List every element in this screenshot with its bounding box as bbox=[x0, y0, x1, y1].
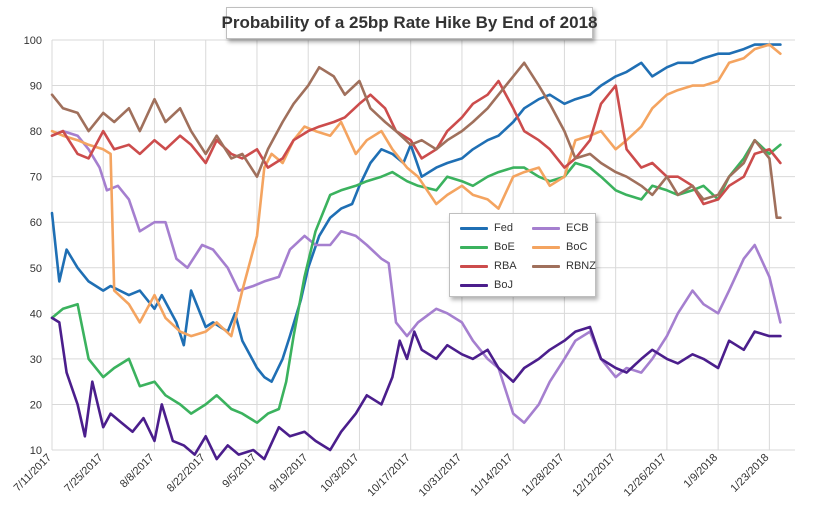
series-line-boj bbox=[50, 316, 782, 461]
x-tick-label: 10/3/2017 bbox=[318, 452, 361, 495]
y-tick-label: 40 bbox=[30, 308, 42, 320]
gridlines bbox=[51, 39, 795, 451]
x-tick-label: 10/31/2017 bbox=[417, 452, 464, 499]
y-tick-label: 80 bbox=[30, 126, 42, 138]
y-tick-label: 50 bbox=[30, 263, 42, 275]
legend-swatch-rba bbox=[460, 264, 488, 268]
x-tick-label: 9/5/2017 bbox=[220, 452, 259, 491]
legend-label-boe: BoE bbox=[494, 241, 515, 253]
legend-item-fed: Fed bbox=[460, 221, 513, 235]
y-tick-label: 100 bbox=[24, 35, 42, 47]
legend-item-rba: RBA bbox=[460, 259, 517, 273]
x-tick-label: 10/17/2017 bbox=[365, 452, 412, 499]
series-lines bbox=[50, 43, 782, 461]
x-tick-label: 7/11/2017 bbox=[12, 452, 55, 495]
legend-label-ecb: ECB bbox=[566, 222, 589, 234]
legend-item-boc: BoC bbox=[532, 240, 587, 254]
legend-swatch-fed bbox=[460, 226, 488, 230]
x-tick-label: 8/22/2017 bbox=[165, 452, 208, 495]
x-tick-label: 7/25/2017 bbox=[62, 452, 105, 495]
x-tick-label: 12/12/2017 bbox=[570, 452, 617, 499]
legend-swatch-boe bbox=[460, 245, 488, 249]
y-tick-label: 90 bbox=[30, 81, 42, 93]
legend-swatch-ecb bbox=[532, 226, 560, 230]
x-tick-label: 1/9/2018 bbox=[681, 452, 720, 491]
y-tick-label: 60 bbox=[30, 217, 42, 229]
legend-item-boj: BoJ bbox=[460, 278, 513, 292]
legend-label-rbnz: RBNZ bbox=[566, 260, 596, 272]
series-line-fed bbox=[50, 43, 782, 384]
legend-label-fed: Fed bbox=[494, 222, 513, 234]
legend-label-boc: BoC bbox=[566, 241, 588, 253]
y-tick-label: 30 bbox=[30, 354, 42, 366]
series-line-ecb bbox=[50, 129, 782, 425]
x-tick-label: 11/28/2017 bbox=[520, 452, 567, 499]
series-line-rba bbox=[50, 79, 782, 206]
series-line-boc bbox=[50, 43, 782, 338]
legend: Fed ECB BoE BoC RBA RBNZ BoJ bbox=[449, 213, 596, 297]
x-tick-label: 12/26/2017 bbox=[622, 452, 669, 499]
x-tick-label: 8/8/2017 bbox=[118, 452, 157, 491]
legend-swatch-rbnz bbox=[532, 264, 560, 268]
legend-swatch-boj bbox=[460, 283, 488, 287]
legend-swatch-boc bbox=[532, 245, 560, 249]
chart-title: Probability of a 25bp Rate Hike By End o… bbox=[222, 7, 598, 39]
legend-label-rba: RBA bbox=[494, 260, 517, 272]
x-tick-label: 1/23/2018 bbox=[728, 452, 771, 495]
x-tick-label: 9/19/2017 bbox=[267, 452, 310, 495]
legend-item-ecb: ECB bbox=[532, 221, 589, 235]
x-tick-label: 11/14/2017 bbox=[468, 452, 515, 499]
legend-item-boe: BoE bbox=[460, 240, 515, 254]
legend-item-rbnz: RBNZ bbox=[532, 259, 596, 273]
y-tick-label: 20 bbox=[30, 399, 42, 411]
series-line-rbnz bbox=[50, 61, 782, 219]
y-tick-label: 70 bbox=[30, 172, 42, 184]
legend-label-boj: BoJ bbox=[494, 279, 513, 291]
y-tick-label: 10 bbox=[30, 445, 42, 457]
